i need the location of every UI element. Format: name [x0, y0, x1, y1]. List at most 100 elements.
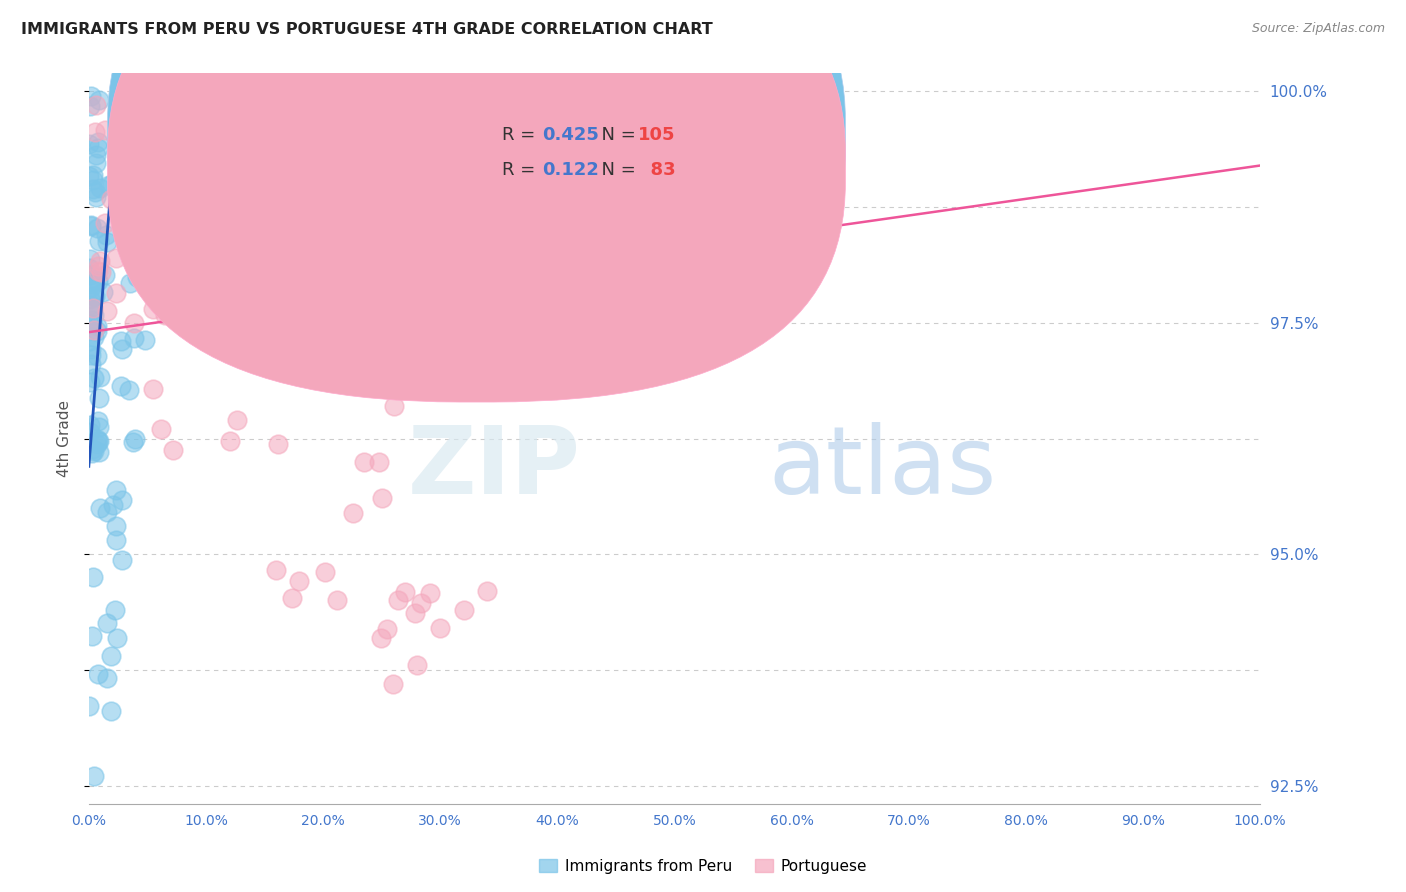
Text: atlas: atlas [768, 422, 997, 514]
Point [79, 698, 101, 713]
Text: Source: ZipAtlas.com: Source: ZipAtlas.com [1251, 22, 1385, 36]
Point [186, 133, 208, 147]
Point [86, 666, 108, 681]
Point [80, 317, 103, 331]
Point [82, 182, 104, 196]
Point [87, 259, 110, 273]
Point [79, 277, 101, 292]
Point [107, 143, 129, 157]
Point [204, 173, 226, 187]
Point [426, 352, 449, 367]
Point [207, 206, 229, 220]
Point [118, 383, 141, 397]
Point [142, 302, 165, 317]
Point [142, 382, 165, 396]
Point [353, 454, 375, 468]
FancyBboxPatch shape [108, 0, 845, 370]
Point [84, 125, 107, 139]
Point [184, 132, 207, 146]
Point [104, 252, 127, 266]
Point [134, 333, 156, 347]
Point [143, 169, 166, 184]
Point [93, 268, 115, 282]
Point [96, 671, 118, 685]
Point [82, 288, 104, 302]
Point [79, 99, 101, 113]
Point [104, 533, 127, 547]
Point [225, 224, 247, 238]
Point [100, 649, 122, 664]
Point [194, 255, 217, 269]
Point [86, 349, 108, 363]
Point [80, 280, 103, 294]
Point [411, 596, 433, 610]
Point [135, 176, 157, 190]
Point [89, 181, 111, 195]
Point [83, 329, 105, 343]
Point [96, 615, 118, 630]
Point [83, 308, 105, 322]
Point [214, 260, 236, 274]
Text: 0.122: 0.122 [543, 161, 599, 178]
Point [426, 178, 449, 192]
Point [117, 214, 139, 228]
Point [387, 593, 409, 607]
Text: 0.425: 0.425 [543, 126, 599, 145]
Point [328, 213, 350, 227]
Point [112, 183, 135, 197]
Point [80, 219, 103, 234]
Legend: Immigrants from Peru, Portuguese: Immigrants from Peru, Portuguese [533, 853, 873, 880]
Point [77, 137, 100, 152]
Point [96, 235, 118, 249]
Point [110, 378, 132, 392]
Point [79, 298, 101, 312]
Point [281, 591, 304, 606]
Point [382, 677, 405, 691]
Point [80, 342, 103, 356]
Point [314, 565, 336, 579]
Point [80, 358, 103, 372]
Point [82, 301, 104, 315]
Point [83, 444, 105, 458]
Point [107, 174, 129, 188]
Point [105, 483, 128, 498]
Point [83, 272, 105, 286]
Point [103, 603, 125, 617]
Point [83, 370, 105, 384]
Point [628, 325, 651, 339]
Point [79, 375, 101, 389]
Point [404, 606, 426, 620]
Point [134, 94, 156, 108]
Point [229, 238, 252, 252]
Point [111, 493, 134, 508]
Point [125, 270, 148, 285]
Point [125, 244, 148, 259]
Point [89, 434, 111, 449]
Point [96, 505, 118, 519]
Point [89, 93, 111, 107]
Text: R =: R = [502, 126, 541, 145]
Point [82, 446, 104, 460]
Point [86, 318, 108, 333]
Point [240, 272, 263, 286]
Point [84, 289, 107, 303]
Point [149, 422, 172, 436]
Point [79, 417, 101, 432]
Point [86, 221, 108, 235]
Point [87, 141, 110, 155]
Point [82, 442, 104, 457]
Point [110, 334, 132, 349]
Point [418, 586, 440, 600]
Y-axis label: 4th Grade: 4th Grade [58, 401, 72, 477]
Point [87, 136, 110, 150]
Point [132, 274, 155, 288]
FancyBboxPatch shape [108, 0, 845, 402]
Point [267, 437, 290, 451]
Point [100, 178, 122, 192]
Point [80, 89, 103, 103]
Point [87, 420, 110, 434]
Point [475, 584, 498, 599]
Point [80, 300, 103, 314]
Text: R =: R = [502, 161, 541, 178]
Point [375, 622, 398, 636]
